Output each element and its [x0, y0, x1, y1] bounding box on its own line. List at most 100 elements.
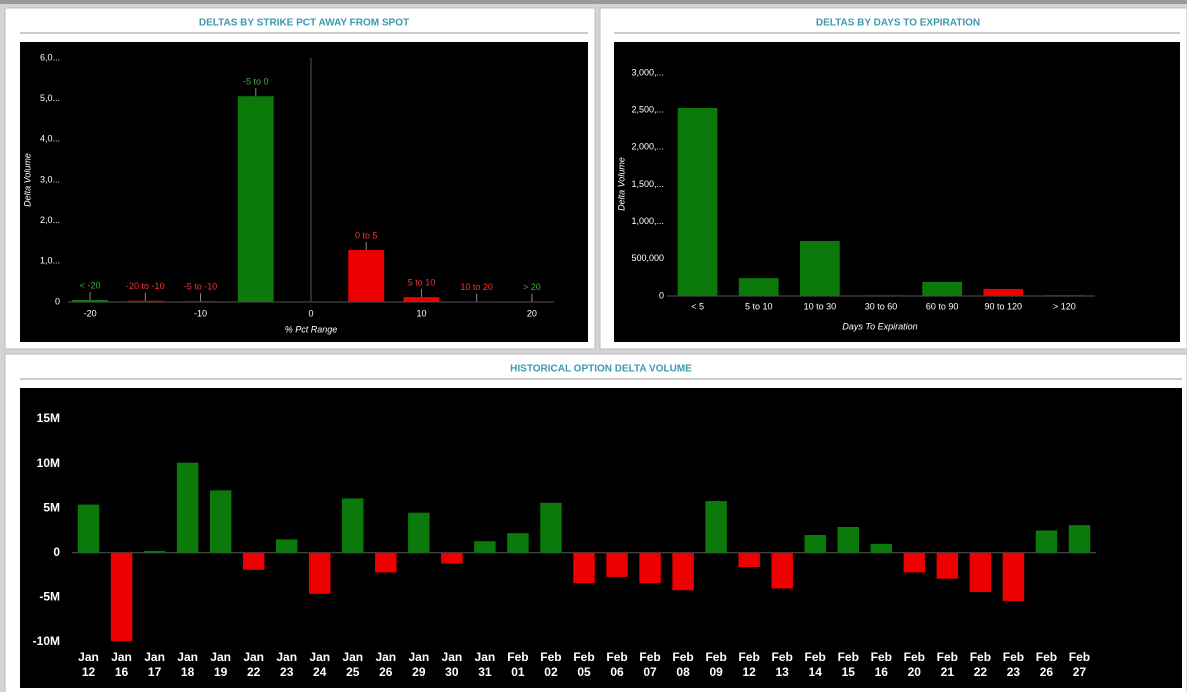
bar — [375, 552, 397, 573]
x-tick-label: Jan 18 — [177, 650, 198, 679]
x-tick-label: Feb 20 — [903, 650, 925, 679]
x-axis-title: Days To Expiration — [842, 321, 917, 331]
bar — [474, 541, 496, 553]
bar — [176, 462, 199, 553]
bar — [922, 281, 963, 296]
bar — [348, 249, 385, 302]
x-tick-label: Feb 12 — [738, 650, 760, 679]
bar — [738, 552, 760, 568]
x-tick-label: Feb 01 — [507, 650, 529, 679]
x-tick-label: Feb 26 — [1035, 650, 1058, 679]
x-tick-label: Jan 31 — [474, 650, 496, 679]
x-tick-label: 10 to 30 — [804, 301, 837, 311]
bar — [672, 552, 694, 591]
x-tick-label: 10 — [416, 308, 426, 318]
x-tick-label: Jan 29 — [408, 650, 430, 679]
x-tick-label: -10 — [194, 308, 207, 318]
bar — [275, 539, 298, 553]
y-tick-label: 10M — [37, 456, 60, 470]
bar — [738, 278, 779, 296]
x-tick-label: 30 to 60 — [865, 301, 898, 311]
x-tick-label: 5 to 10 — [745, 301, 773, 311]
y-tick-label: 6,0... — [40, 52, 60, 62]
x-tick-label: > 120 — [1053, 301, 1076, 311]
x-tick-label: Jan 22 — [243, 650, 265, 679]
bar — [143, 551, 166, 553]
x-tick-label: Feb 06 — [606, 650, 628, 679]
y-tick-label: 2,000,... — [631, 142, 664, 152]
bar — [441, 552, 463, 564]
y-tick-label: 3,0... — [40, 174, 60, 184]
x-tick-label: 90 to 120 — [985, 301, 1023, 311]
x-tick-label: Jan 25 — [342, 650, 364, 679]
x-tick-label: Feb 21 — [936, 650, 959, 679]
y-tick-label: 4,0... — [40, 134, 60, 144]
bar — [127, 300, 164, 302]
bar — [903, 552, 926, 573]
bar — [799, 240, 840, 296]
x-tick-label: Jan 17 — [144, 650, 165, 679]
panel-title: DELTAS BY STRIKE PCT AWAY FROM SPOT — [199, 18, 409, 29]
bar — [408, 512, 430, 553]
x-tick-label: 0 — [308, 308, 313, 318]
y-tick-label: 5,0... — [40, 93, 60, 103]
x-tick-label: Feb 07 — [639, 650, 661, 679]
x-tick-label: Feb 27 — [1068, 650, 1091, 679]
bar — [639, 552, 661, 584]
data-label: > 20 — [523, 282, 541, 292]
x-tick-label: Feb 08 — [672, 650, 694, 679]
x-tick-label: 60 to 90 — [926, 301, 959, 311]
y-tick-label: 0 — [55, 296, 60, 306]
y-tick-label: 0 — [659, 290, 664, 300]
data-label: -20 to -10 — [126, 281, 165, 291]
bar — [573, 552, 595, 584]
y-tick-label: 500,000 — [631, 253, 664, 263]
bar — [1044, 295, 1085, 296]
bar — [870, 543, 893, 553]
bar — [1035, 530, 1058, 553]
x-tick-label: Feb 16 — [870, 650, 892, 679]
bar — [677, 107, 718, 296]
x-tick-label: Jan 19 — [210, 650, 231, 679]
bar — [309, 552, 331, 594]
y-tick-label: -5M — [39, 590, 60, 604]
bar — [771, 552, 793, 589]
x-tick-label: Feb 13 — [771, 650, 793, 679]
x-tick-label: Jan 12 — [78, 650, 99, 679]
data-label: -5 to -10 — [184, 282, 218, 292]
x-axis-title: % Pct Range — [285, 324, 338, 334]
panel-title: HISTORICAL OPTION DELTA VOLUME — [510, 364, 692, 375]
data-label: 5 to 10 — [408, 277, 436, 287]
y-tick-label: 1,000,... — [631, 216, 664, 226]
y-tick-label: -10M — [33, 634, 60, 648]
bar — [804, 534, 826, 553]
bar — [705, 501, 727, 553]
bar — [861, 295, 901, 296]
y-tick-label: 2,0... — [40, 215, 60, 225]
bar — [110, 552, 133, 642]
x-tick-label: Feb 02 — [540, 650, 562, 679]
y-tick-label: 15M — [37, 411, 60, 425]
bar — [77, 504, 100, 553]
x-tick-label: 20 — [527, 308, 537, 318]
bar — [1002, 552, 1025, 601]
y-tick-label: 1,500,... — [631, 179, 664, 189]
bar — [72, 299, 109, 302]
data-label: -5 to 0 — [243, 77, 269, 87]
x-tick-label: < 5 — [691, 301, 704, 311]
data-label: 10 to 20 — [460, 282, 493, 292]
x-tick-label: Feb 05 — [573, 650, 595, 679]
bar — [606, 552, 628, 577]
top-strip — [0, 0, 1187, 4]
x-tick-label: Feb 23 — [1002, 650, 1025, 679]
x-tick-label: Jan 24 — [309, 650, 331, 679]
y-axis-title: Delta Volume — [616, 157, 626, 211]
bar — [969, 552, 992, 593]
bar — [1068, 525, 1091, 553]
x-tick-label: Jan 26 — [375, 650, 397, 679]
panel-title: DELTAS BY DAYS TO EXPIRATION — [816, 18, 980, 29]
x-tick-label: Jan 30 — [441, 650, 463, 679]
bar — [403, 297, 440, 302]
